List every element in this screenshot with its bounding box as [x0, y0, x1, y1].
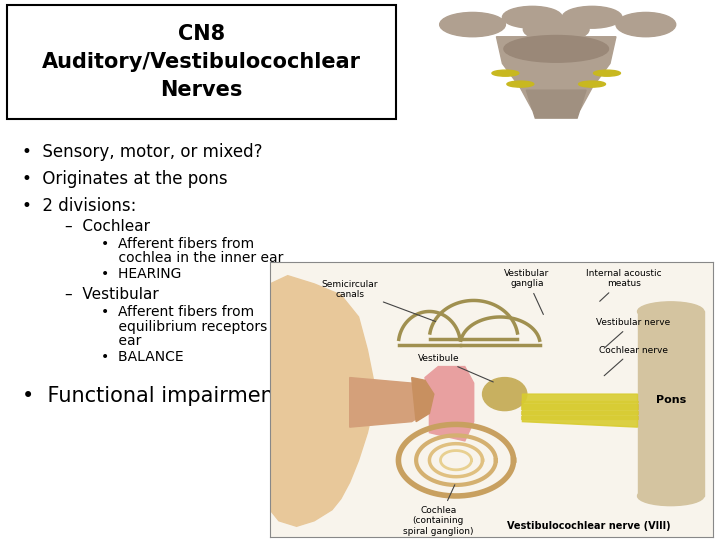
Text: Vestibular nerve: Vestibular nerve: [596, 318, 670, 348]
Text: Vestibulocochlear nerve (VIII): Vestibulocochlear nerve (VIII): [507, 521, 670, 531]
Ellipse shape: [562, 6, 622, 28]
Text: Cochlear nerve: Cochlear nerve: [598, 346, 667, 376]
Text: equilibrium receptors in inner: equilibrium receptors in inner: [101, 320, 324, 334]
Ellipse shape: [440, 12, 505, 37]
Ellipse shape: [504, 36, 608, 62]
Text: Vestibular
ganglia: Vestibular ganglia: [504, 269, 549, 314]
Ellipse shape: [503, 6, 562, 28]
Text: •  Afferent fibers from: • Afferent fibers from: [101, 237, 254, 251]
Polygon shape: [637, 312, 704, 496]
Polygon shape: [412, 377, 434, 422]
Text: •  Afferent fibers from: • Afferent fibers from: [101, 305, 254, 319]
Text: •  BALANCE: • BALANCE: [101, 350, 184, 365]
Ellipse shape: [523, 17, 589, 42]
Text: Vestibule: Vestibule: [418, 354, 493, 382]
Ellipse shape: [579, 81, 606, 87]
Polygon shape: [523, 394, 637, 427]
Text: •  HEARING: • HEARING: [101, 267, 181, 281]
Polygon shape: [425, 367, 474, 441]
Text: CN8
Auditory/Vestibulocochlear
Nerves: CN8 Auditory/Vestibulocochlear Nerves: [42, 24, 361, 100]
Text: Internal acoustic
meatus: Internal acoustic meatus: [586, 269, 662, 301]
Ellipse shape: [637, 302, 704, 321]
FancyBboxPatch shape: [7, 5, 396, 119]
Ellipse shape: [616, 12, 676, 37]
Ellipse shape: [492, 70, 519, 76]
Text: •  Sensory, motor, or mixed?: • Sensory, motor, or mixed?: [22, 143, 262, 161]
Text: •  Originates at the pons: • Originates at the pons: [22, 170, 228, 188]
Text: •  Functional impairment?: • Functional impairment?: [22, 386, 292, 406]
Polygon shape: [496, 37, 616, 110]
Text: Cochlea
(containing
spiral ganglion): Cochlea (containing spiral ganglion): [403, 485, 474, 536]
Text: Semicircular
canals: Semicircular canals: [321, 280, 436, 321]
Ellipse shape: [482, 377, 527, 410]
Text: Pons: Pons: [656, 395, 686, 404]
Polygon shape: [350, 377, 429, 427]
Text: •  2 divisions:: • 2 divisions:: [22, 197, 136, 215]
Text: –  Cochlear: – Cochlear: [65, 219, 150, 234]
Text: –  Vestibular: – Vestibular: [65, 287, 158, 302]
Text: ear: ear: [101, 334, 141, 348]
Polygon shape: [526, 90, 586, 118]
Text: cochlea in the inner ear: cochlea in the inner ear: [101, 251, 283, 265]
Ellipse shape: [637, 487, 704, 505]
Ellipse shape: [593, 70, 621, 76]
Polygon shape: [270, 275, 377, 526]
Ellipse shape: [507, 81, 534, 87]
